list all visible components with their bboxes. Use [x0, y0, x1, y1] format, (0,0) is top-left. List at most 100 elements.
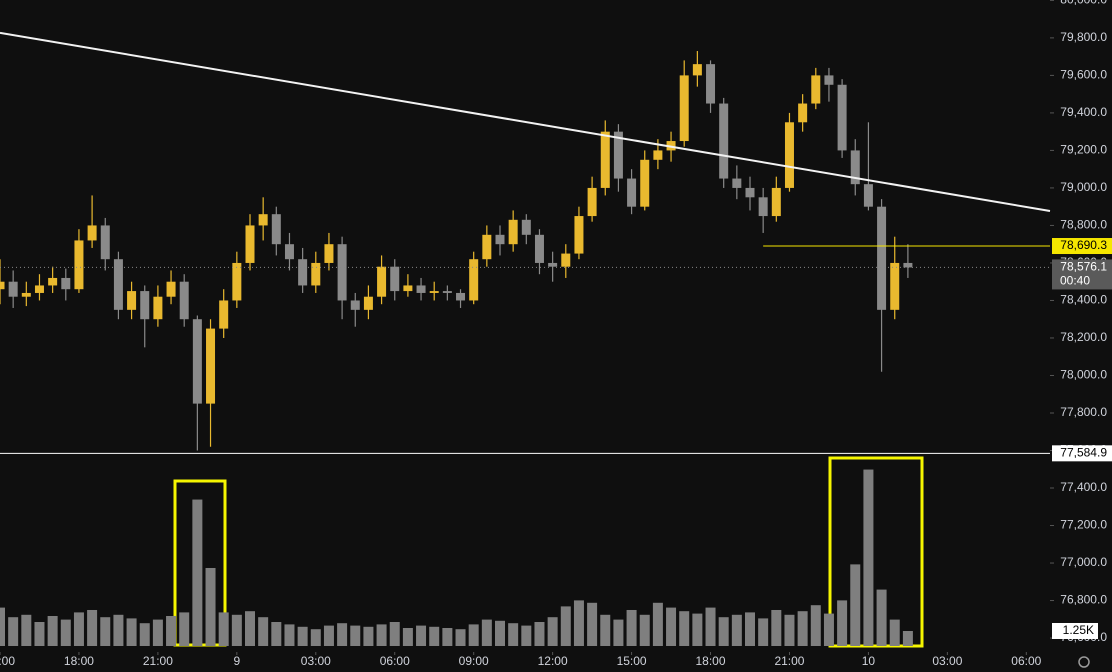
- candle-body: [232, 262, 242, 301]
- candle-body: [153, 296, 163, 320]
- candle-body: [298, 259, 308, 286]
- candle-body: [890, 262, 900, 310]
- volume-bar: [271, 621, 282, 646]
- volume-bar: [21, 614, 32, 646]
- volume-bar: [416, 625, 427, 646]
- volume-bar: [481, 619, 492, 646]
- volume-bar: [679, 611, 690, 646]
- low-label: 77,584.9: [1060, 446, 1107, 460]
- candle-body: [271, 214, 281, 245]
- volume-bar: [231, 614, 242, 646]
- volume-bar: [692, 613, 703, 646]
- candle-body: [587, 187, 597, 217]
- volume-bar: [126, 618, 137, 646]
- candle-body: [561, 253, 571, 267]
- candle-body: [521, 219, 531, 235]
- volume-bar: [350, 625, 361, 646]
- y-tick-label: 80,000.0: [1060, 0, 1107, 7]
- candle-body: [390, 266, 400, 292]
- candle-body: [482, 234, 492, 260]
- volume-bar: [47, 615, 58, 646]
- volume-bar: [666, 607, 677, 646]
- volume-bar: [495, 620, 505, 646]
- candle-body: [732, 178, 742, 188]
- volume-bar: [429, 626, 440, 646]
- volume-bar: [639, 614, 650, 646]
- candle-body: [8, 281, 18, 297]
- candle-body: [719, 103, 729, 179]
- volume-bar: [731, 614, 742, 646]
- level-label-box: [1052, 238, 1112, 255]
- candle-body: [403, 285, 413, 292]
- y-tick-label: 77,200.0: [1060, 518, 1107, 532]
- candle-body: [679, 75, 689, 142]
- settings-icon[interactable]: [1078, 656, 1090, 668]
- candle-body: [534, 234, 544, 263]
- last-price-label: 78,576.1: [1060, 260, 1107, 274]
- countdown: 00:40: [1060, 274, 1090, 288]
- candle-body: [245, 225, 255, 263]
- volume-bar: [771, 609, 782, 646]
- y-tick-label: 79,000.0: [1060, 180, 1107, 194]
- volume-label-box: [1052, 622, 1098, 639]
- candle-body: [850, 150, 860, 185]
- candle-body: [61, 277, 71, 290]
- candle-body: [350, 300, 360, 310]
- x-tick-label: 03:00: [301, 654, 331, 668]
- volume-bar: [455, 629, 466, 646]
- candle-body: [640, 159, 650, 207]
- volume-bar: [100, 617, 111, 646]
- volume-bar: [521, 625, 532, 646]
- volume-bar: [902, 630, 913, 646]
- candle-body: [74, 240, 84, 290]
- candle-body: [34, 285, 44, 293]
- candle-body: [100, 225, 110, 260]
- candle-body: [837, 84, 847, 151]
- volume-bar: [468, 624, 479, 646]
- candle-body: [877, 206, 887, 310]
- volume-bar: [810, 605, 821, 646]
- candle-body: [903, 262, 913, 268]
- volume-bar: [73, 612, 84, 646]
- candle-body: [337, 244, 347, 301]
- volume-bar: [389, 621, 400, 646]
- low-label-box: [1052, 445, 1112, 462]
- candle-body: [311, 262, 321, 286]
- candle-body: [284, 244, 294, 260]
- candle-body: [429, 291, 439, 293]
- candle-body: [469, 259, 479, 301]
- volume-bar: [8, 617, 19, 646]
- volume-bar: [587, 602, 598, 646]
- candle-body: [811, 75, 821, 104]
- candle-body: [377, 266, 387, 297]
- candle-body: [758, 197, 768, 217]
- volume-bar: [876, 589, 887, 646]
- y-tick-label: 77,000.0: [1060, 555, 1107, 569]
- y-tick-label: 78,400.0: [1060, 293, 1107, 307]
- y-tick-label: 79,400.0: [1060, 105, 1107, 119]
- x-tick-label: 21:00: [143, 654, 173, 668]
- trend-line: [0, 31, 1051, 212]
- volume-bar: [34, 621, 45, 646]
- volume-bar: [705, 607, 716, 646]
- candle-body: [692, 64, 702, 76]
- candle-body: [179, 281, 189, 320]
- volume-bar: [534, 621, 545, 646]
- volume-bar: [613, 619, 624, 646]
- candle-body: [113, 259, 123, 310]
- y-tick-label: 77,400.0: [1060, 480, 1107, 494]
- volume-bar: [652, 602, 663, 646]
- volume-bar: [508, 623, 519, 646]
- x-tick-label: 21:00: [774, 654, 804, 668]
- candle-body: [48, 277, 58, 286]
- candle-body: [206, 328, 216, 404]
- candle-body: [824, 75, 834, 85]
- candle-body: [508, 219, 518, 245]
- volume-bar: [179, 612, 190, 646]
- candle-body: [627, 178, 637, 207]
- volume-bar: [745, 612, 755, 646]
- volume-bar: [889, 619, 900, 646]
- x-tick-label: 06:00: [1011, 654, 1041, 668]
- x-tick-label: 12:00: [538, 654, 568, 668]
